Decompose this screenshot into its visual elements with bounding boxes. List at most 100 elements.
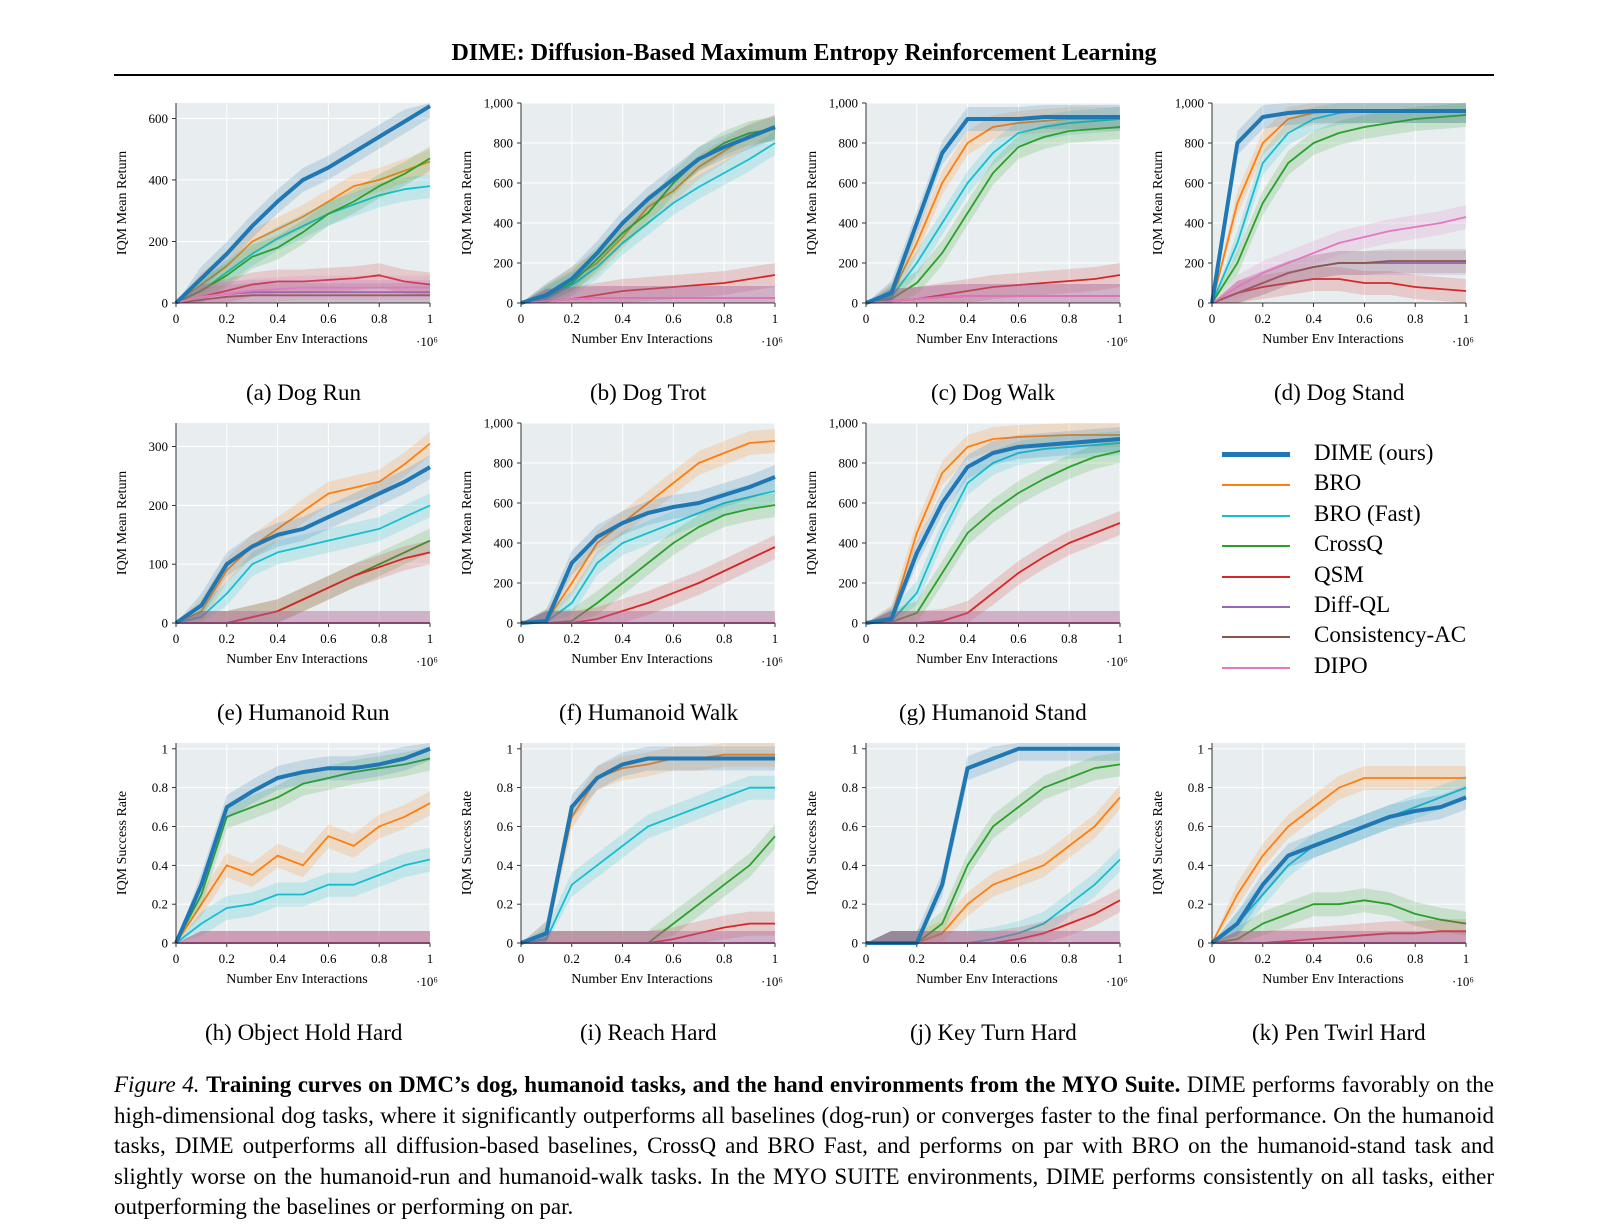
y-axis-label: IQM Mean Return [115, 151, 130, 255]
legend-swatch-consistency-ac [1222, 636, 1290, 639]
chart-svg: 0 0.2 0.4 0.6 0.8 1 0 0.2 0.4 0.6 0.8 1 Number Env I… [460, 741, 783, 989]
series-line-bro [175, 160, 431, 304]
x-tick-label: 0.2 [909, 631, 925, 646]
series-line-qsm [1211, 278, 1467, 304]
x-axis-label: Number Env Interactions [916, 332, 1058, 347]
plot-background [1212, 103, 1466, 303]
x-tick-label: 0.8 [1061, 311, 1077, 326]
x-tick-label: 0.6 [1356, 951, 1373, 966]
x-axis-label: Number Env Interactions [571, 652, 713, 667]
series-line-dime-ours [865, 115, 1120, 305]
series-line-bro-fast [520, 490, 776, 624]
series-band-diff-ql [521, 611, 775, 623]
series-band-qsm [521, 911, 775, 943]
y-tick-label: 0.6 [497, 819, 514, 834]
x-tick-label: 0 [518, 631, 525, 646]
x-axis-scale-label: ·10⁶ [1452, 974, 1474, 989]
chart-svg: 0 100 200 300 0 0.2 0.4 0.6 0.8 1 Number Env Inter… [115, 423, 438, 669]
series-line-crossq [865, 126, 1121, 304]
plot-background [866, 743, 1120, 943]
legend-swatch-diff-ql [1222, 605, 1290, 608]
x-tick-label: 0 [173, 311, 180, 326]
legend-swatch-bro [1222, 484, 1290, 487]
series-band-bro-fast [176, 493, 430, 623]
x-tick-label: 0 [173, 631, 180, 646]
series-band-dipo [521, 931, 775, 943]
series-line-dime-ours [520, 125, 776, 305]
x-tick-label: 0.6 [320, 951, 337, 966]
x-tick-label: 0.4 [614, 311, 631, 326]
chart-panel-key-turn-hard: 0 0.2 0.4 0.6 0.8 1 0 0.2 0.4 0.6 0.8 1 Number Env I… [800, 735, 1140, 1045]
x-tick-label: 0.8 [716, 311, 732, 326]
y-tick-label: 400 [839, 536, 859, 551]
chart-title: (h) Object Hold Hard [205, 1020, 403, 1045]
series-band-bro [521, 115, 775, 303]
x-tick-label: 0 [863, 951, 870, 966]
series-line-bro-fast [865, 442, 1121, 624]
y-axis-label: IQM Mean Return [1151, 151, 1166, 255]
series-line-bro-fast [520, 142, 776, 304]
y-tick-label: 1,000 [829, 416, 858, 431]
y-tick-label: 100 [149, 557, 169, 572]
series-band-dipo [1212, 931, 1466, 943]
chart-panel-pen-twirl-hard: 0 0.2 0.4 0.6 0.8 1 0 0.2 0.4 0.6 0.8 1 Number Env I… [1146, 735, 1486, 1045]
series-line-dime-ours [520, 756, 775, 945]
series-band-diff-ql [521, 931, 775, 943]
y-tick-label: 400 [494, 536, 514, 551]
x-axis-label: Number Env Interactions [1262, 332, 1404, 347]
x-tick-label: 0.4 [959, 951, 976, 966]
x-tick-label: 0 [1209, 311, 1216, 326]
legend-label-crossq: CrossQ [1314, 531, 1384, 557]
y-tick-label: 1 [1198, 741, 1205, 756]
series-line-bro-fast [175, 858, 431, 944]
x-tick-label: 0.6 [1010, 311, 1027, 326]
series-line-dime-ours [865, 437, 1121, 625]
series-band-diff-ql [866, 611, 1120, 623]
series-band-bro-fast [521, 479, 775, 623]
series-band-dime-ours [521, 746, 775, 943]
y-tick-label: 200 [149, 498, 169, 513]
y-tick-label: 200 [494, 256, 514, 271]
y-tick-label: 0 [162, 616, 169, 631]
chart-svg: 0 200 400 600 800 1,000 0 0.2 0.4 0.6 0.8 1 Number E… [805, 416, 1128, 670]
y-tick-label: 0.6 [152, 819, 169, 834]
chart-panel-humanoid-walk: 0 200 400 600 800 1,000 0 0.2 0.4 0.6 0.8 1 Number E… [455, 415, 795, 726]
x-tick-label: 0.2 [1255, 951, 1271, 966]
series-band-qsm [521, 535, 775, 623]
series-band-dime-ours [521, 465, 775, 623]
series-band-bro-fast [866, 847, 1120, 943]
plot-background [521, 103, 775, 303]
x-tick-label: 0.4 [614, 631, 631, 646]
series-band-crossq [176, 746, 430, 943]
y-tick-label: 0 [162, 296, 169, 311]
series-band-qsm [1212, 267, 1466, 303]
x-tick-label: 1 [1117, 631, 1124, 646]
x-axis-scale-label: ·10⁶ [1106, 334, 1128, 349]
legend-swatch-qsm [1222, 575, 1290, 578]
chart-panel-humanoid-stand: 0 200 400 600 800 1,000 0 0.2 0.4 0.6 0.8 1 Number E… [800, 415, 1140, 726]
y-tick-label: 200 [839, 576, 859, 591]
series-band-dipo [521, 611, 775, 623]
page-header-title: DIME: Diffusion-Based Maximum Entropy Re… [451, 40, 1157, 66]
y-tick-label: 1 [162, 741, 169, 756]
y-tick-label: 0.4 [842, 858, 859, 873]
y-axis-label: IQM Success Rate [805, 791, 820, 895]
chart-panel-dog-stand: 0 200 400 600 800 1,000 0 0.2 0.4 0.6 0.8 1 Number E… [1146, 95, 1486, 406]
y-tick-label: 0.2 [842, 897, 858, 912]
series-band-bro-fast [866, 431, 1120, 623]
series-line-crossq [865, 450, 1121, 624]
series-line-crossq [1211, 114, 1467, 304]
series-line-bro [175, 802, 431, 944]
series-band-consistency-ac [176, 931, 430, 943]
series-band-qsm [521, 263, 775, 303]
x-tick-label: 1 [772, 951, 779, 966]
x-tick-label: 1 [1463, 311, 1470, 326]
y-tick-label: 200 [1185, 256, 1205, 271]
series-band-diff-ql [176, 611, 430, 623]
chart-panel-dog-trot: 0 200 400 600 800 1,000 0 0.2 0.4 0.6 0.8 1 Number E… [455, 95, 795, 406]
y-axis-label: IQM Mean Return [805, 151, 820, 255]
y-tick-label: 0 [1198, 936, 1205, 951]
series-band-diff-ql [176, 931, 430, 943]
y-tick-label: 0 [852, 296, 859, 311]
series-band-qsm [1212, 919, 1466, 943]
